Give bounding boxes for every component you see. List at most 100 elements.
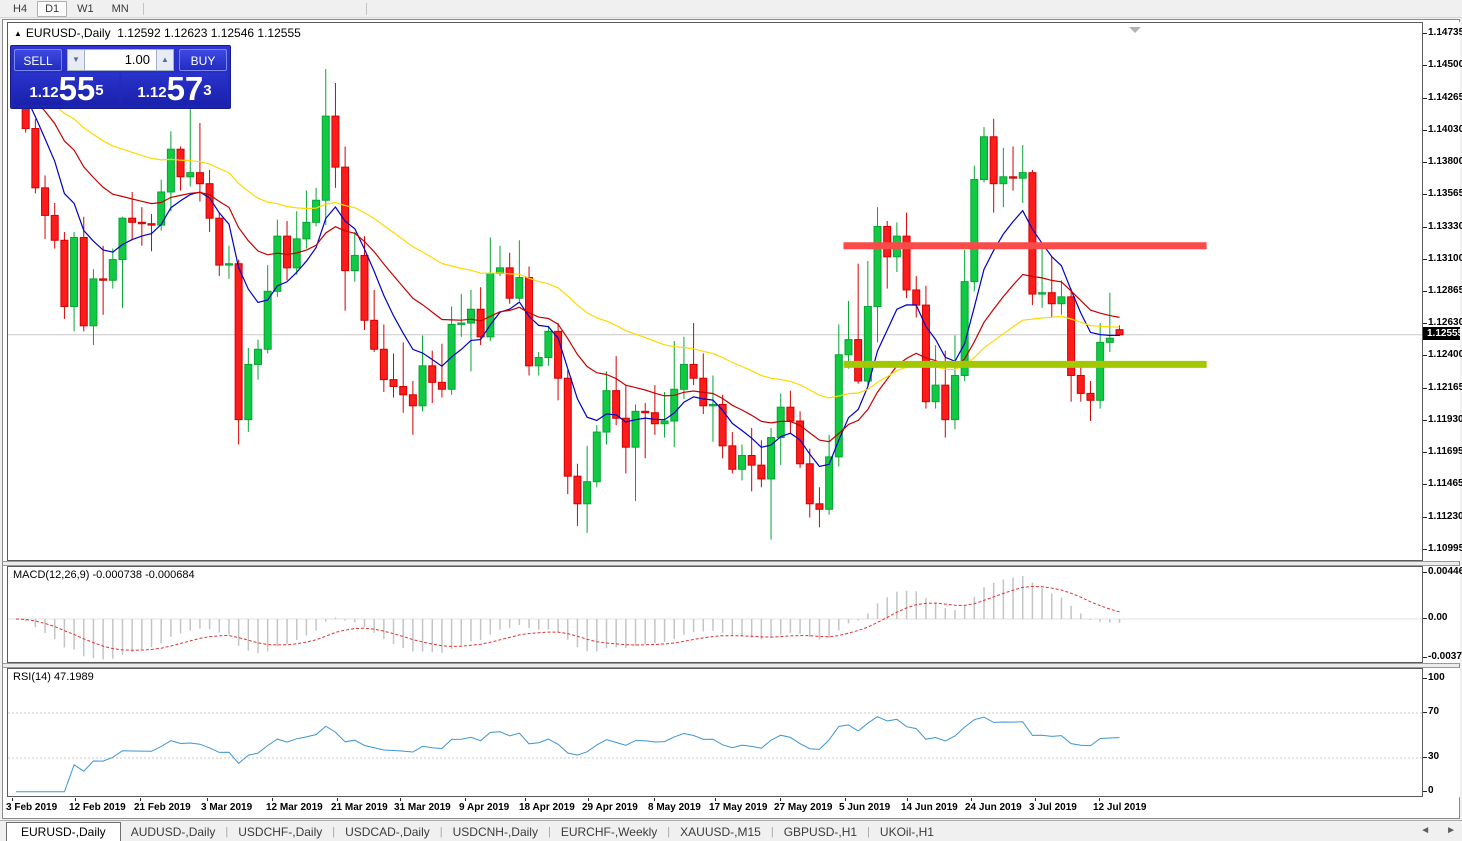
rsi-tickmark bbox=[1423, 790, 1427, 792]
scroll-to-end-marker[interactable] bbox=[1129, 27, 1141, 33]
buy-price-big: 57 bbox=[166, 69, 204, 107]
sell-price-display[interactable]: 1.12 55 5 bbox=[14, 69, 119, 107]
price-ticklabel: 1.14500 bbox=[1428, 59, 1462, 71]
price-tickmark bbox=[1423, 226, 1427, 228]
volume-input[interactable]: 1.00 bbox=[85, 49, 156, 71]
date-label: 31 Mar 2019 bbox=[394, 802, 451, 813]
price-tickmark bbox=[1423, 291, 1427, 292]
date-tickmark bbox=[400, 798, 401, 801]
pane-splitter-2[interactable] bbox=[3, 663, 1459, 668]
volume-decrease-button[interactable]: ▼ bbox=[67, 49, 85, 71]
macd-ticklabel: 0.004465 bbox=[1428, 566, 1462, 577]
price-chart-canvas[interactable] bbox=[8, 23, 1422, 560]
tab-scroll-right-icon[interactable]: ► bbox=[1446, 825, 1456, 836]
price-pane[interactable]: ▲ EURUSD-,Daily 1.12592 1.12623 1.12546 1… bbox=[7, 22, 1423, 561]
volume-increase-button[interactable]: ▲ bbox=[156, 49, 174, 71]
rsi-scale[interactable]: 100 70 30 0 bbox=[1423, 668, 1460, 797]
price-tickmark bbox=[1423, 162, 1427, 163]
timeframe-button-w1[interactable]: W1 bbox=[77, 2, 94, 15]
date-label: 8 May 2019 bbox=[648, 802, 701, 813]
price-tickmark bbox=[1423, 387, 1427, 389]
macd-scale[interactable]: 0.004465 0.00 -0.003715 bbox=[1423, 566, 1462, 663]
chart-tab-usdcnh[interactable]: USDCNH-,Daily bbox=[452, 825, 538, 839]
date-label: 29 Apr 2019 bbox=[582, 802, 638, 813]
date-tickmark bbox=[971, 798, 972, 801]
chart-tab-gbpusd[interactable]: GBPUSD-,H1 bbox=[783, 825, 858, 839]
tab-separator: | bbox=[225, 826, 229, 838]
sell-button[interactable]: SELL bbox=[14, 49, 62, 71]
date-tickmark bbox=[140, 798, 141, 801]
macd-tickmark bbox=[1423, 572, 1427, 573]
tab-scroll-left-icon[interactable]: ◄ bbox=[1420, 825, 1431, 836]
chart-window: ▲ EURUSD-,Daily 1.12592 1.12623 1.12546 1… bbox=[2, 19, 1462, 819]
price-tickmark bbox=[1423, 130, 1427, 132]
rsi-ticklabel: 100 bbox=[1428, 672, 1445, 684]
rsi-ticklabel: 0 bbox=[1428, 784, 1434, 796]
price-tickmark bbox=[1423, 194, 1427, 196]
macd-label: MACD(12,26,9) -0.000738 -0.000684 bbox=[13, 569, 195, 581]
date-label: 17 May 2019 bbox=[709, 802, 768, 813]
timeframe-button-mn[interactable]: MN bbox=[111, 2, 129, 15]
date-label: 12 Mar 2019 bbox=[266, 802, 323, 813]
macd-tickmark bbox=[1423, 618, 1427, 619]
date-label: 12 Feb 2019 bbox=[69, 802, 126, 813]
price-tickmark bbox=[1423, 33, 1427, 34]
buy-price-sup: 3 bbox=[203, 82, 212, 99]
chart-tab-audusd[interactable]: AUDUSD-,Daily bbox=[130, 825, 216, 839]
timeframe-button-h4[interactable]: H4 bbox=[13, 2, 28, 15]
sell-price-big: 55 bbox=[58, 69, 96, 107]
rsi-pane[interactable]: RSI(14) 47.1989 bbox=[7, 668, 1423, 797]
timeframe-button-d1[interactable]: D1 bbox=[37, 0, 68, 17]
chart-tab-usdcad[interactable]: USDCAD-,Daily bbox=[345, 825, 430, 839]
macd-pane[interactable]: MACD(12,26,9) -0.000738 -0.000684 bbox=[7, 566, 1423, 663]
price-tickmark bbox=[1423, 420, 1427, 421]
price-ticklabel: 1.13330 bbox=[1428, 220, 1462, 232]
price-tickmark bbox=[1423, 452, 1427, 454]
price-ticklabel: 1.11465 bbox=[1428, 478, 1462, 490]
sell-price-prefix: 1.12 bbox=[29, 84, 59, 101]
pane-splitter[interactable] bbox=[3, 561, 1459, 566]
price-ticklabel: 1.10995 bbox=[1428, 543, 1462, 554]
tab-separator: | bbox=[867, 826, 870, 838]
date-tickmark bbox=[715, 798, 716, 801]
chart-symbol-label: EURUSD-,Daily bbox=[25, 26, 111, 40]
collapse-chart-icon[interactable]: ▲ bbox=[14, 29, 22, 38]
price-scale[interactable]: 1.12555 1.14735 1.14500 1.14265 1.14030 1.13… bbox=[1423, 22, 1462, 561]
date-tickmark bbox=[207, 798, 208, 801]
rsi-label: RSI(14) 47.1989 bbox=[13, 671, 94, 683]
macd-chart-canvas[interactable] bbox=[8, 567, 1422, 662]
tab-separator: | bbox=[667, 826, 671, 838]
buy-button[interactable]: BUY bbox=[179, 49, 227, 71]
chart-tab-eurusd[interactable]: EURUSD-,Daily bbox=[6, 822, 121, 841]
date-tickmark bbox=[1035, 798, 1036, 801]
macd-ticklabel: -0.003715 bbox=[1428, 651, 1462, 662]
macd-tickmark bbox=[1423, 657, 1427, 658]
tab-separator: | bbox=[547, 826, 551, 838]
current-price-tag: 1.12555 bbox=[1423, 327, 1462, 341]
date-label: 3 Feb 2019 bbox=[6, 802, 58, 813]
date-tickmark bbox=[525, 798, 526, 801]
timeframe-toolbar: H4 D1 W1 MN bbox=[0, 0, 1462, 18]
date-tickmark bbox=[12, 798, 13, 801]
time-axis[interactable]: 3 Feb 2019 12 Feb 2019 21 Feb 2019 3 Mar 20… bbox=[6, 798, 1423, 818]
date-tickmark bbox=[845, 798, 846, 801]
price-tickmark bbox=[1423, 549, 1427, 550]
date-tickmark bbox=[75, 798, 76, 801]
rsi-chart-canvas[interactable] bbox=[8, 669, 1422, 796]
macd-ticklabel: 0.00 bbox=[1428, 612, 1448, 623]
buy-price-display[interactable]: 1.12 57 3 bbox=[122, 69, 227, 107]
price-ticklabel: 1.12400 bbox=[1428, 349, 1462, 361]
tab-separator: | bbox=[770, 826, 774, 838]
chart-tab-xauusd[interactable]: XAUUSD-,M15 bbox=[680, 825, 761, 839]
date-label: 18 Apr 2019 bbox=[519, 802, 575, 813]
date-tickmark bbox=[272, 798, 273, 801]
price-ticklabel: 1.12865 bbox=[1428, 285, 1462, 296]
chart-ohlc-values: 1.12592 1.12623 1.12546 1.12555 bbox=[117, 26, 301, 40]
date-label: 5 Jun 2019 bbox=[839, 802, 891, 813]
price-tickmark bbox=[1423, 355, 1427, 357]
chart-title: ▲ EURUSD-,Daily 1.12592 1.12623 1.12546 1… bbox=[14, 26, 301, 40]
chart-tab-usdchf[interactable]: USDCHF-,Daily bbox=[238, 825, 323, 839]
chart-tab-eurchf[interactable]: EURCHF-,Weekly bbox=[560, 825, 658, 839]
chart-tab-ukoil[interactable]: UKOil-,H1 bbox=[879, 825, 934, 839]
